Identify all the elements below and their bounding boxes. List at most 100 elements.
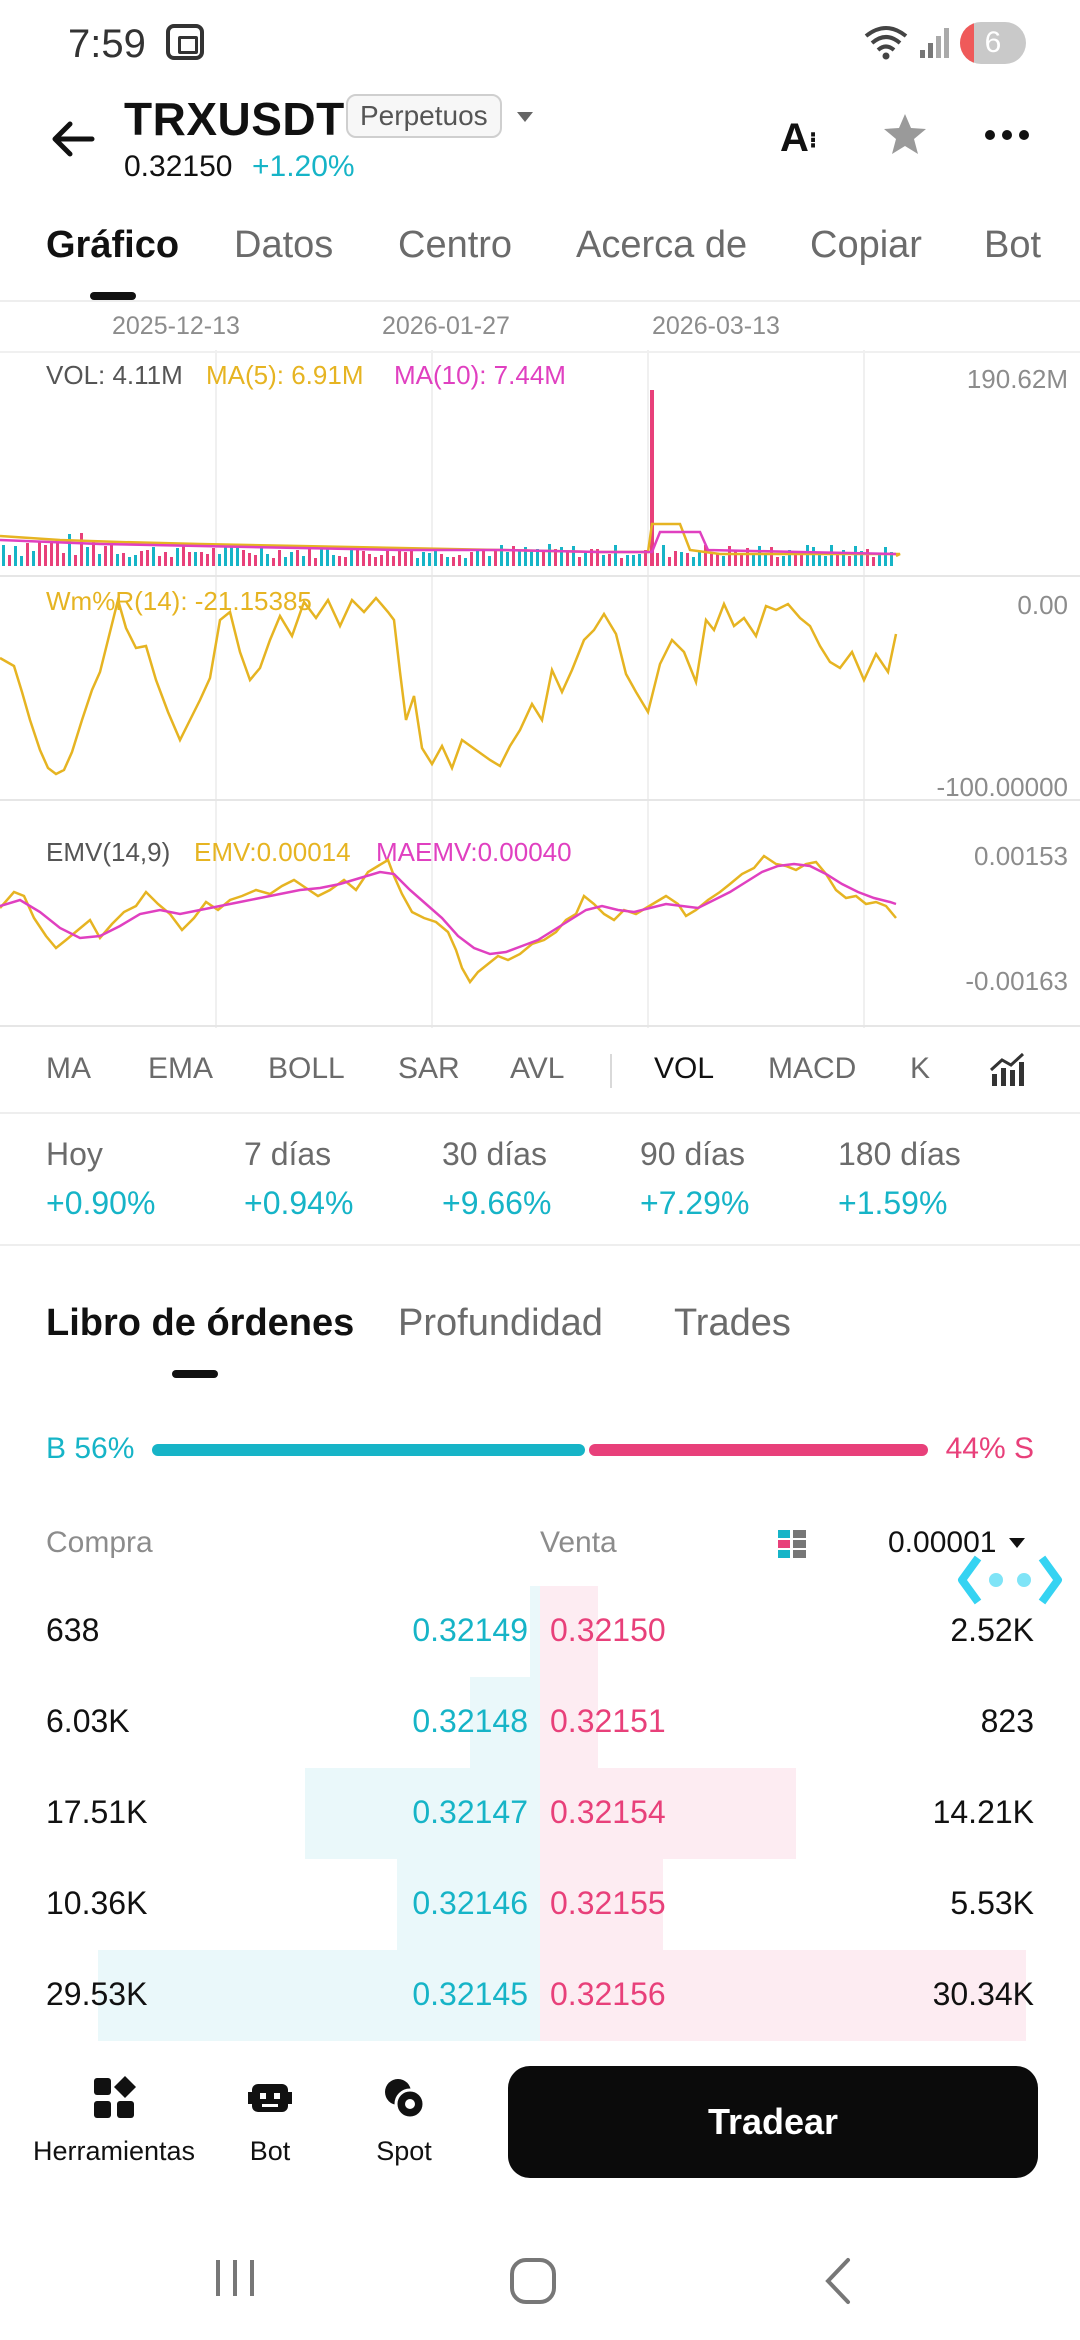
indicator-macd[interactable]: MACD: [768, 1052, 857, 1085]
orderbook-row[interactable]: 6.03K 0.32148 0.32151 823: [0, 1677, 1080, 1768]
wr-label: Wm%R(14): -21.15385: [46, 586, 312, 616]
sell-price[interactable]: 0.32155: [550, 1885, 666, 1921]
buy-price[interactable]: 0.32146: [412, 1885, 528, 1921]
symbol-title[interactable]: TRXUSDT: [124, 93, 345, 145]
indicator-k[interactable]: K: [910, 1052, 931, 1085]
more-options-icon[interactable]: [982, 120, 1032, 150]
sell-price[interactable]: 0.32154: [550, 1794, 666, 1830]
buy-price[interactable]: 0.32145: [412, 1976, 528, 2012]
volume-bar: [770, 547, 773, 566]
indicator-sar[interactable]: SAR: [398, 1052, 460, 1085]
recent-apps-icon[interactable]: [210, 2256, 260, 2300]
volume-bar: [842, 550, 845, 566]
indicator-boll[interactable]: BOLL: [268, 1052, 345, 1085]
tab-datos[interactable]: Datos: [234, 224, 334, 266]
volume-bar: [350, 550, 353, 566]
volume-bar: [854, 546, 857, 566]
sell-price[interactable]: 0.32150: [550, 1612, 666, 1648]
system-navigation-bar: [0, 2214, 1080, 2340]
chevron-down-icon[interactable]: [1008, 1536, 1026, 1550]
volume-bar: [236, 548, 239, 566]
sell-price[interactable]: 0.32156: [550, 1976, 666, 2012]
volume-bar: [224, 546, 227, 566]
volume-bar: [260, 548, 263, 566]
buy-depth-bar: [397, 1859, 540, 1950]
sell-ratio-bar: [589, 1444, 928, 1456]
volume-bar: [452, 557, 455, 566]
volume-bar: [518, 551, 521, 566]
volume-spike-bar: [650, 390, 654, 566]
volume-bar: [722, 556, 725, 566]
sell-price[interactable]: 0.32151: [550, 1703, 666, 1739]
volume-bar: [566, 551, 569, 566]
volume-bar: [530, 550, 533, 566]
home-icon[interactable]: [508, 2256, 558, 2306]
contract-type-badge[interactable]: Perpetuos: [346, 94, 502, 138]
tab-copiar[interactable]: Copiar: [810, 224, 922, 266]
period-performance: Hoy +0.90% 7 días +0.94% 30 días +9.66% …: [0, 1112, 1080, 1246]
volume-bar: [470, 552, 473, 566]
trade-button[interactable]: Tradear: [508, 2066, 1038, 2178]
tab-profundidad[interactable]: Profundidad: [398, 1302, 603, 1344]
sell-depth-bar: [540, 1768, 796, 1859]
volume-bar: [788, 550, 791, 566]
indicator-avl[interactable]: AVL: [510, 1052, 565, 1085]
orderbook-row[interactable]: 29.53K 0.32145 0.32156 30.34K: [0, 1950, 1080, 2041]
volume-bar: [830, 545, 833, 566]
chevron-down-icon[interactable]: [514, 106, 536, 128]
indicator-vol[interactable]: VOL: [654, 1052, 715, 1085]
back-nav-icon[interactable]: [818, 2256, 858, 2306]
vol-label: VOL: 4.11M: [46, 360, 183, 390]
period-30d: 30 días +9.66%: [442, 1136, 551, 1222]
volume-bar: [122, 553, 125, 566]
volume-bar: [638, 554, 641, 566]
spot-button[interactable]: Spot: [362, 2074, 446, 2167]
tools-icon: [94, 2076, 136, 2118]
volume-bar: [356, 546, 359, 566]
floating-assistant-icon[interactable]: [956, 1552, 1064, 1608]
volume-bar: [836, 553, 839, 566]
tab-bot[interactable]: Bot: [984, 224, 1042, 266]
volume-bar: [758, 546, 761, 566]
tab-acerca-de[interactable]: Acerca de: [576, 224, 748, 266]
buy-price[interactable]: 0.32149: [412, 1612, 528, 1648]
volume-bar: [866, 549, 869, 566]
tab-libro-de-ordenes[interactable]: Libro de órdenes: [46, 1302, 355, 1344]
tab-grafico[interactable]: Gráfico: [46, 224, 180, 266]
main-tabs: Gráfico Datos Centro Acerca de Copiar Bo…: [0, 224, 1080, 304]
tab-trades[interactable]: Trades: [674, 1302, 791, 1344]
volume-bar: [92, 541, 95, 566]
volume-bar: [656, 553, 659, 566]
volume-bar: [218, 554, 221, 566]
indicator-ma[interactable]: MA: [46, 1052, 91, 1085]
period-label: 180 días: [838, 1136, 961, 1172]
volume-bar: [710, 552, 713, 566]
wr-top-label: 0.00: [1017, 590, 1068, 620]
kline-chart[interactable]: 2025-12-13 2026-01-27 2026-03-13 VOL: 4.…: [0, 300, 1080, 1028]
chart-svg[interactable]: 2025-12-13 2026-01-27 2026-03-13 VOL: 4.…: [0, 300, 1080, 1028]
period-7d: 7 días +0.94%: [244, 1136, 353, 1222]
back-arrow-icon[interactable]: [48, 114, 98, 164]
precision-selector[interactable]: 0.00001: [888, 1526, 997, 1559]
font-size-icon[interactable]: A⁝: [780, 116, 818, 160]
tab-centro[interactable]: Centro: [398, 224, 513, 266]
volume-bar: [272, 558, 275, 566]
bot-button[interactable]: Bot: [232, 2074, 308, 2167]
orderbook-row[interactable]: 638 0.32149 0.32150 2.52K: [0, 1586, 1080, 1677]
orderbook-row[interactable]: 17.51K 0.32147 0.32154 14.21K: [0, 1768, 1080, 1859]
volume-bar: [674, 551, 677, 566]
volume-bar: [794, 554, 797, 566]
volume-bar: [698, 552, 701, 566]
tools-button[interactable]: Herramientas: [26, 2074, 202, 2167]
buy-price[interactable]: 0.32148: [412, 1703, 528, 1739]
indicator-settings-icon[interactable]: [988, 1050, 1026, 1088]
orderbook-row[interactable]: 10.36K 0.32146 0.32155 5.53K: [0, 1859, 1080, 1950]
buy-price[interactable]: 0.32147: [412, 1794, 528, 1830]
volume-bar: [764, 553, 767, 566]
indicator-ema[interactable]: EMA: [148, 1052, 214, 1085]
favorite-star-icon[interactable]: [880, 110, 930, 160]
active-orderbook-tab-indicator: [172, 1370, 218, 1378]
volume-bar: [110, 544, 113, 566]
volume-bars: [2, 533, 893, 566]
book-layout-icon[interactable]: [776, 1528, 808, 1560]
